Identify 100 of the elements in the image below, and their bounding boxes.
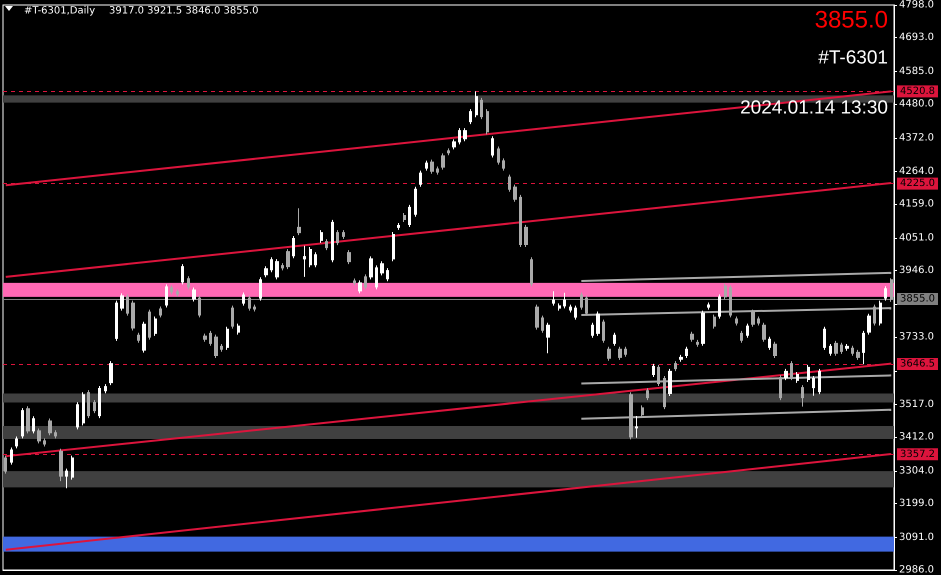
candlestick xyxy=(524,224,528,248)
candlestick xyxy=(784,368,788,381)
candlestick xyxy=(148,309,151,340)
candlestick xyxy=(397,222,400,230)
candlestick xyxy=(414,186,417,218)
candlestick xyxy=(242,292,245,306)
candlestick xyxy=(71,455,74,480)
candlestick xyxy=(32,416,35,434)
y-tick-label: 4585.0 xyxy=(899,66,934,77)
candlestick xyxy=(264,266,268,278)
candlestick xyxy=(403,212,406,223)
annotation: #T-6301 xyxy=(818,48,888,68)
candlestick xyxy=(248,295,251,312)
candlestick xyxy=(270,256,273,273)
candlestick xyxy=(879,300,882,326)
candlestick xyxy=(76,402,79,430)
candlestick xyxy=(801,384,804,408)
candlestick xyxy=(109,360,113,386)
candlestick xyxy=(375,264,378,290)
candlestick xyxy=(392,232,395,262)
candlestick xyxy=(652,363,655,378)
candlestick xyxy=(508,174,511,192)
candlestick xyxy=(674,360,677,372)
candlestick xyxy=(574,305,577,320)
candlestick xyxy=(740,330,743,344)
candlestick xyxy=(325,238,328,251)
candlestick xyxy=(591,322,594,338)
candlestick xyxy=(513,184,517,202)
ref-line-label: 3646.5 xyxy=(900,358,935,370)
candlestick xyxy=(380,260,384,276)
candlestick xyxy=(159,306,162,318)
y-tick-label: 3412.0 xyxy=(899,432,934,443)
candlestick xyxy=(607,346,611,362)
candlestick xyxy=(746,323,749,338)
candlestick xyxy=(309,246,312,268)
candlestick xyxy=(829,343,832,356)
candlestick xyxy=(237,323,240,336)
candlestick xyxy=(165,284,168,308)
candlestick xyxy=(37,428,41,444)
candlestick xyxy=(181,264,184,285)
candlestick xyxy=(314,252,317,268)
candlestick xyxy=(735,316,738,326)
candlestick xyxy=(192,287,196,302)
candlestick xyxy=(10,446,13,466)
candlestick xyxy=(535,304,539,330)
candlestick xyxy=(707,302,710,310)
y-tick-label: 4159.0 xyxy=(899,198,934,210)
candlestick xyxy=(452,138,456,150)
candlestick xyxy=(635,415,638,438)
candlestick xyxy=(646,388,649,401)
candlestick xyxy=(419,170,422,188)
candlestick xyxy=(718,294,721,320)
candlestick xyxy=(297,208,301,236)
candlestick xyxy=(126,294,129,316)
y-tick-label: 2986.0 xyxy=(899,564,934,575)
candlestick xyxy=(851,345,854,356)
candlestick xyxy=(807,364,810,382)
ref-line-label: 4225.0 xyxy=(900,178,935,190)
candlestick xyxy=(275,258,279,280)
candlestick xyxy=(203,333,207,342)
candlestick xyxy=(580,292,583,310)
y-tick-label: 4372.0 xyxy=(899,132,934,144)
candlestick xyxy=(475,90,478,118)
candlestick xyxy=(154,316,157,336)
candlestick xyxy=(220,343,223,352)
candlestick xyxy=(890,278,893,302)
candlestick xyxy=(209,330,212,346)
candlestick xyxy=(43,438,46,448)
candlestick xyxy=(364,274,367,290)
y-tick-label: 4798.0 xyxy=(899,0,934,10)
candlestick xyxy=(441,152,445,170)
candlestick xyxy=(26,406,30,434)
y-tick-label: 4051.0 xyxy=(899,232,934,244)
ref-line-label: 4520.8 xyxy=(900,86,935,97)
candlestick xyxy=(563,292,566,309)
candlestick xyxy=(463,128,467,142)
candlestick xyxy=(214,334,218,358)
candlestick xyxy=(486,108,489,135)
candlestick xyxy=(15,436,18,449)
candlestick xyxy=(469,108,472,125)
candlestick xyxy=(497,146,500,166)
candlestick xyxy=(54,430,57,439)
chart-subtitle: 3917.0 3921.5 3846.0 3855.0 xyxy=(109,6,258,16)
candlestick xyxy=(436,166,439,176)
candlestick xyxy=(170,284,173,295)
candlestick xyxy=(425,160,428,172)
y-tick-label: 3946.0 xyxy=(899,265,934,276)
candlestick xyxy=(98,386,101,419)
candlestick xyxy=(386,268,389,282)
candlestick xyxy=(93,400,96,414)
candlestick xyxy=(823,326,826,350)
candlestick xyxy=(856,349,860,360)
candlestick xyxy=(834,340,838,356)
candlestick xyxy=(696,339,699,348)
candlestick xyxy=(187,276,190,290)
candlestick xyxy=(292,236,295,259)
y-tick-label: 3304.0 xyxy=(899,465,934,476)
candlestick xyxy=(176,288,179,298)
candlestick xyxy=(259,276,262,302)
candlestick xyxy=(447,148,450,156)
